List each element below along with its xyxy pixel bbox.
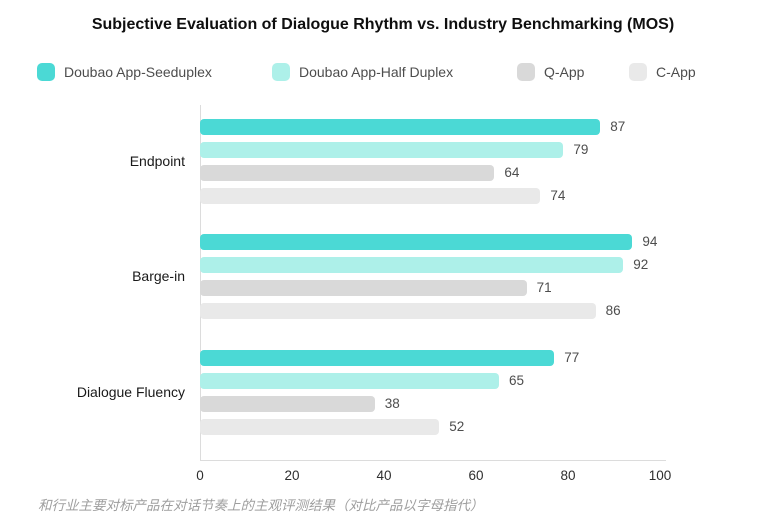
legend-item: Doubao App-Half Duplex [272,63,453,81]
category-label: Barge-in [132,267,185,284]
legend-swatch-icon [272,63,290,81]
x-axis-tick-label: 0 [196,468,204,483]
bar [200,188,541,204]
bar-value-label: 94 [642,234,658,249]
legend-item: Doubao App-Seeduplex [37,63,212,81]
bar-value-label: 74 [550,188,566,203]
legend-label: Q-App [544,64,585,80]
category-label: Endpoint [129,152,185,169]
legend-label: Doubao App-Half Duplex [299,64,454,80]
x-axis-tick-label: 20 [284,468,300,483]
legend-item: Q-App [517,63,584,81]
bar-value-label: 52 [449,419,465,434]
bar-value-label: 86 [605,303,621,318]
x-axis-tick-label: 80 [560,468,576,483]
caption: 和行业主要对标产品在对话节奏上的主观评测结果（对比产品以字母指代） [38,498,484,513]
bar-value-label: 79 [573,142,589,157]
legend-swatch-icon [629,63,647,81]
x-axis-tick-label: 100 [648,468,672,483]
bar [200,396,375,412]
bar-value-label: 77 [564,350,580,365]
bar [200,419,440,435]
bar [200,119,601,135]
bar [200,350,555,366]
bar-value-label: 64 [504,165,520,180]
bar [200,142,564,158]
x-axis-tick-label: 40 [376,468,392,483]
legend-label: C-App [656,64,696,80]
legend-swatch-icon [37,63,55,81]
legend: Doubao App-Seeduplex Doubao App-Half Dupl… [0,63,776,85]
chart-title: Subjective Evaluation of Dialogue Rhythm… [91,16,675,33]
legend-swatch-icon [517,63,535,81]
x-axis-line [200,460,666,461]
bar-value-label: 92 [633,257,649,272]
bar [200,303,596,319]
bar-value-label: 71 [536,280,552,295]
bar-value-label: 38 [384,396,400,411]
bar [200,234,633,250]
bar [200,165,495,181]
bar-value-label: 65 [509,373,525,388]
bar [200,280,527,296]
legend-label: Doubao App-Seeduplex [64,64,212,80]
x-axis-tick-label: 60 [468,468,484,483]
legend-item: C-App [629,63,696,81]
bar [200,257,624,273]
bar-value-label: 87 [610,119,626,134]
bar [200,373,499,389]
category-label: Dialogue Fluency [76,383,185,400]
